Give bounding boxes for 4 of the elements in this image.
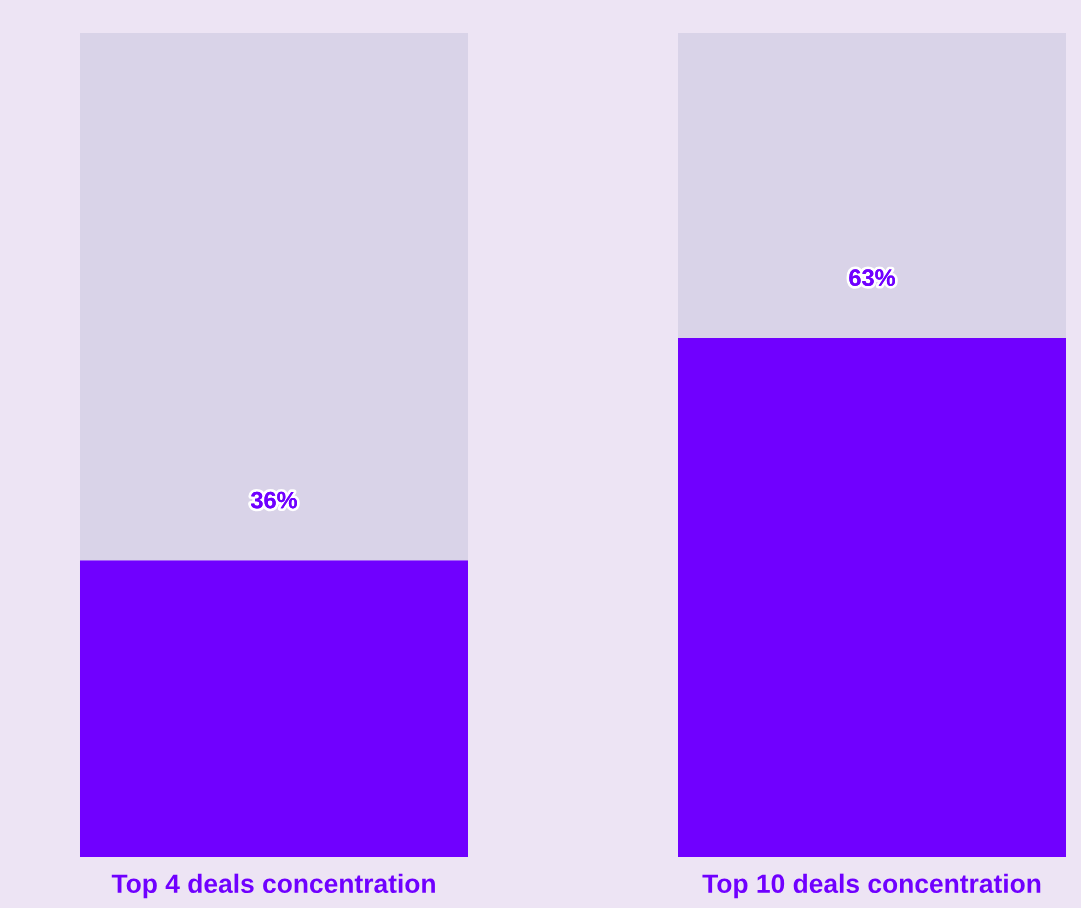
x-tick-label: Top 10 deals concentration [702,873,1041,899]
data-label: 63% [849,269,896,287]
x-tick-label: Top 4 deals concentration [111,873,435,899]
data-label: 36% [250,491,298,509]
